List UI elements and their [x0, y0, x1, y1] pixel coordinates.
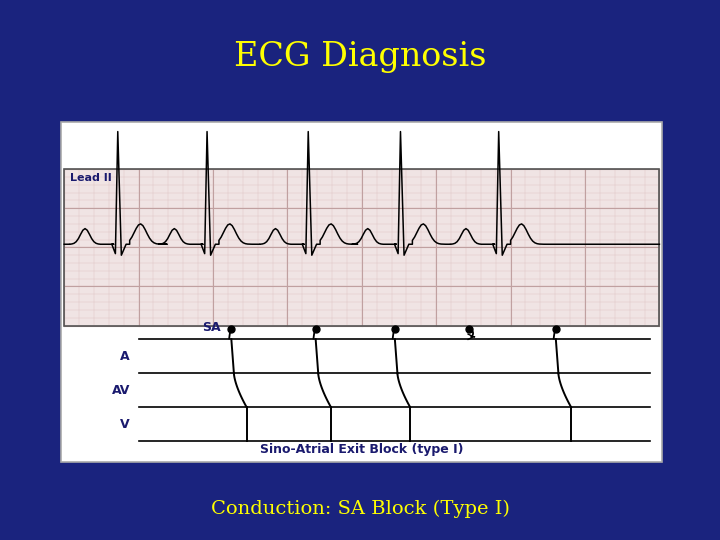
Text: A: A — [120, 350, 130, 363]
Text: Conduction: SA Block (Type I): Conduction: SA Block (Type I) — [210, 500, 510, 518]
Text: AV: AV — [112, 384, 130, 397]
Text: Sino-Atrial Exit Block (type I): Sino-Atrial Exit Block (type I) — [260, 443, 464, 456]
Bar — [64, 169, 660, 326]
Text: ECG Diagnosis: ECG Diagnosis — [234, 40, 486, 73]
Bar — [64, 169, 660, 326]
Bar — [61, 122, 662, 462]
Text: Lead II: Lead II — [70, 173, 112, 184]
Text: SA: SA — [202, 321, 220, 334]
Text: V: V — [120, 418, 130, 431]
